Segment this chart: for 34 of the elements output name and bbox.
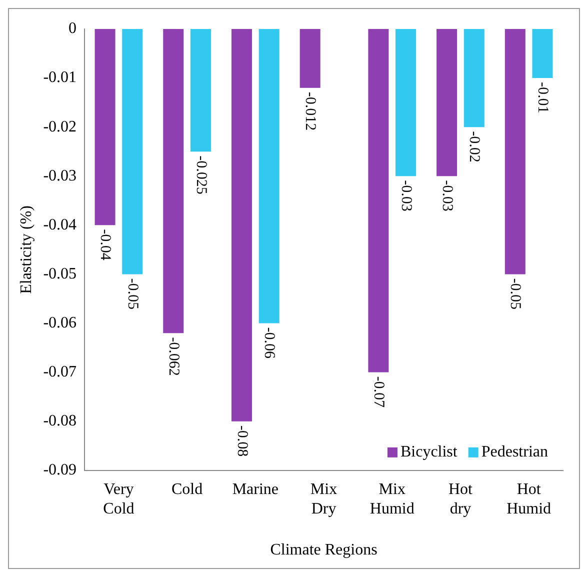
data-label: -0.03 [398,180,414,212]
y-tick-label: -0.09 [43,462,77,479]
data-label: -0.05 [124,278,140,310]
data-label: -0.01 [534,82,551,114]
data-label: -0.03 [438,180,455,212]
y-tick-label: -0.05 [43,265,77,282]
x-tick-label: Hot Humid [506,481,552,518]
y-tick-label: -0.02 [43,118,77,136]
legend-label: Bicyclist [400,444,458,461]
x-tick-label: Hot dry [448,481,474,518]
data-label: -0.02 [466,131,482,162]
legend-label: Pedestrian [481,444,548,461]
y-tick-label: 0 [68,20,77,38]
data-label: -0.04 [97,229,114,261]
y-tick-label: -0.06 [43,314,77,332]
data-label: -0.012 [302,92,318,131]
x-tick-label: Mix Humid [370,481,414,518]
y-tick-label: -0.07 [43,364,77,381]
data-label: -0.05 [507,278,524,310]
x-tick-label: Mix Dry [310,481,338,518]
data-label: -0.06 [261,327,278,360]
y-tick-label: -0.08 [43,412,77,430]
data-label: -0.07 [370,376,387,408]
data-label: -0.08 [234,425,250,457]
x-tick-label: Marine [232,481,279,498]
x-tick-label: Cold [171,481,203,498]
y-axis-title: Elasticity (%) [18,205,35,294]
x-tick-label: Very Cold [103,481,134,518]
y-tick-label: -0.03 [43,167,77,184]
data-label: -0.062 [165,337,182,376]
data-label: -0.025 [192,156,209,194]
y-tick-label: -0.04 [43,216,77,234]
x-axis-title: Climate Regions [270,542,378,559]
y-tick-label: -0.01 [43,69,77,86]
